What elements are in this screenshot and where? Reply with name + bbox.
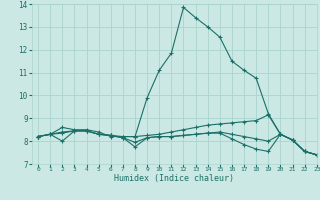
X-axis label: Humidex (Indice chaleur): Humidex (Indice chaleur) (115, 174, 234, 183)
